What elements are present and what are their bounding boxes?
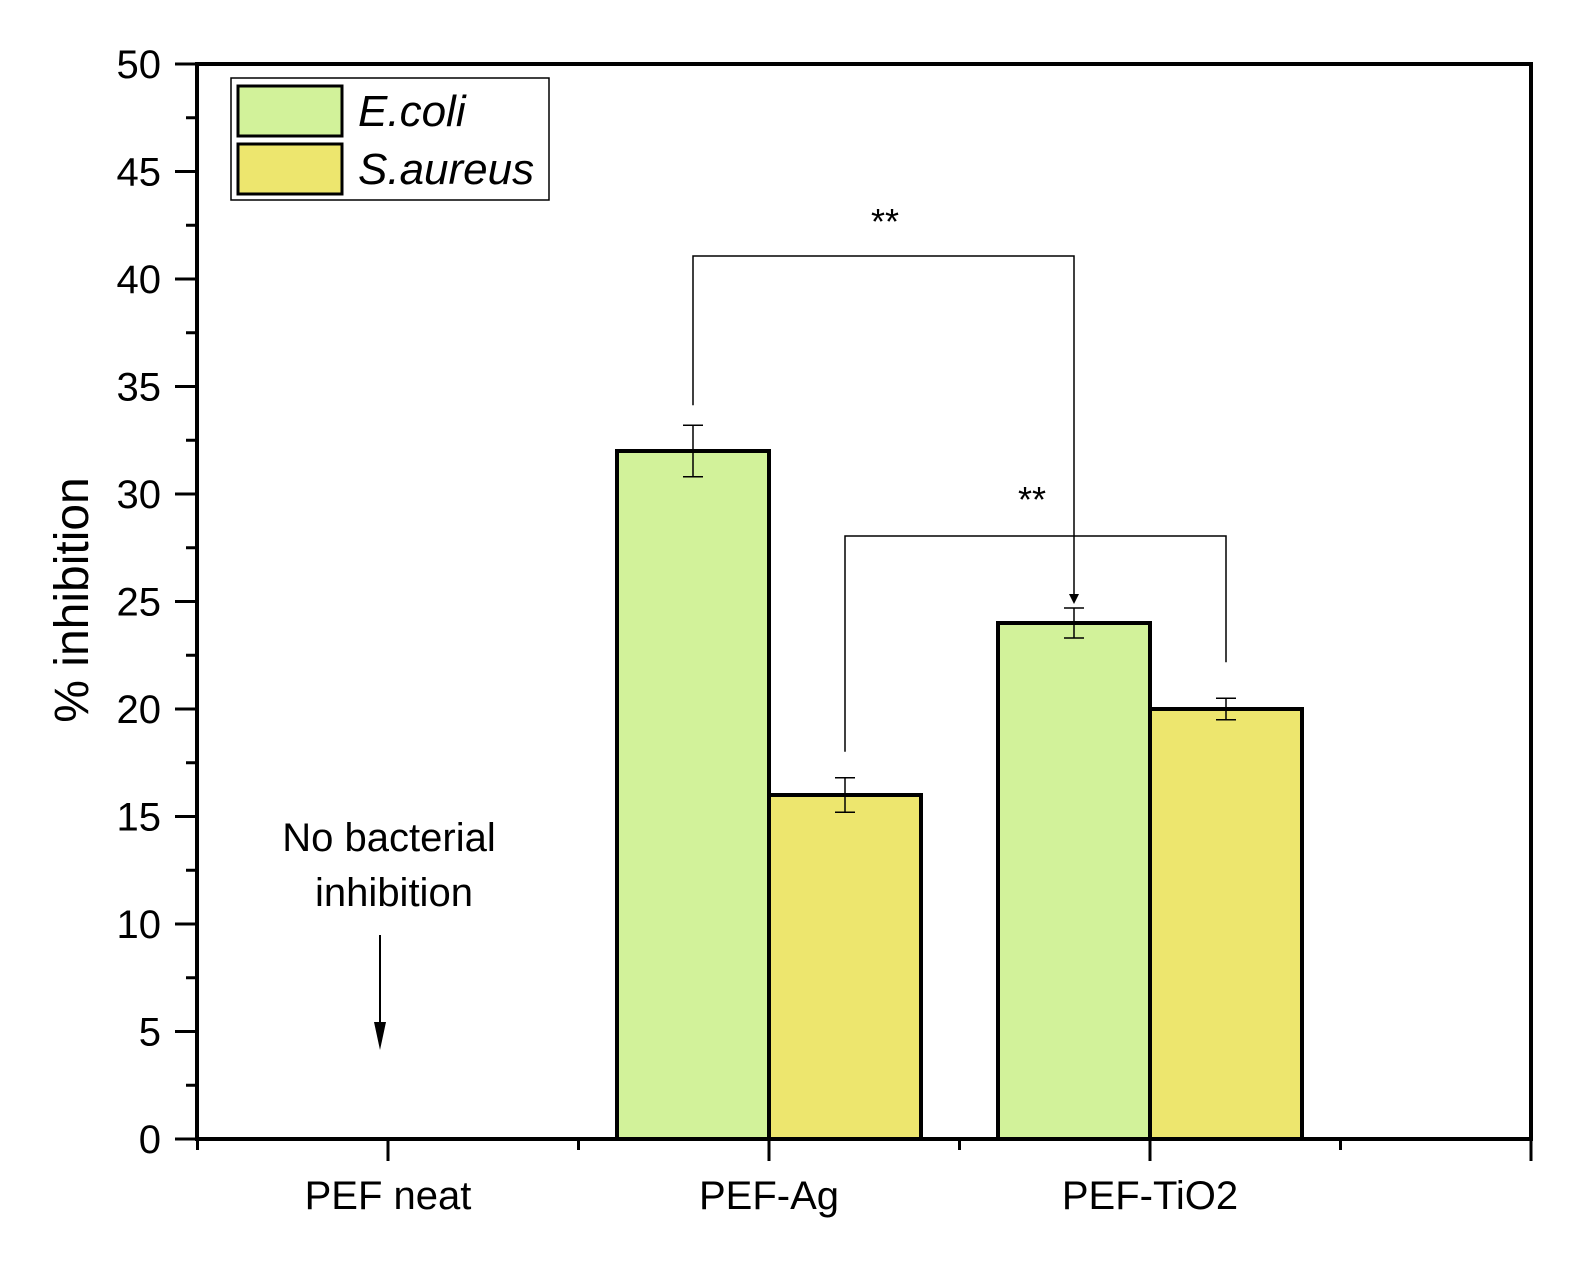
y-tick-label: 25 xyxy=(117,581,162,625)
bracket-line xyxy=(692,255,1075,596)
no-inhibition-annotation: No bacterial inhibition xyxy=(282,816,496,1050)
significance-bracket-saureus: ** xyxy=(844,479,1227,752)
x-tick-label: PEF-Ag xyxy=(699,1174,839,1218)
bracket-arrowhead xyxy=(1069,593,1079,604)
annotation-line-2: inhibition xyxy=(315,871,473,915)
legend-label-ecoli: E.coli xyxy=(358,87,467,136)
error-bars-layer xyxy=(683,424,1236,813)
y-tick-label: 45 xyxy=(117,151,162,195)
bar-ecoli-2 xyxy=(996,621,1152,1141)
legend-swatch-ecoli xyxy=(236,84,344,138)
legend-label-saureus: S.aureus xyxy=(358,145,534,194)
legend: E.coli S.aureus xyxy=(230,77,550,201)
bar-saureus-2 xyxy=(1148,707,1304,1141)
bar-ecoli-1 xyxy=(615,449,771,1141)
y-tick-label: 20 xyxy=(117,688,162,732)
y-tick-label: 15 xyxy=(117,796,162,840)
annotation-line-1: No bacterial xyxy=(282,816,495,860)
y-tick-label: 5 xyxy=(139,1011,161,1055)
legend-swatch-saureus xyxy=(236,142,344,196)
y-axis: 0 5 10 15 20 25 30 35 40 45 50 xyxy=(117,43,197,1162)
x-axis: PEF neat PEF-Ag PEF-TiO2 xyxy=(196,1139,1533,1218)
significance-bracket-ecoli: ** xyxy=(692,201,1079,604)
significance-label: ** xyxy=(1018,479,1046,520)
bar-saureus-1 xyxy=(767,793,923,1141)
y-tick-label: 30 xyxy=(117,473,162,517)
x-tick-label: PEF-TiO2 xyxy=(1062,1174,1238,1218)
y-tick-label: 50 xyxy=(117,43,162,87)
bars-layer xyxy=(615,449,1304,1141)
y-tick-label: 35 xyxy=(117,366,162,410)
y-axis-title: % inhibition xyxy=(46,477,99,722)
x-tick-label: PEF neat xyxy=(305,1174,472,1218)
bracket-line xyxy=(844,535,1227,752)
y-tick-label: 0 xyxy=(139,1118,161,1162)
y-tick-label: 10 xyxy=(117,903,162,947)
down-arrow-icon xyxy=(374,1022,386,1050)
y-tick-label: 40 xyxy=(117,258,162,302)
significance-label: ** xyxy=(871,201,899,242)
